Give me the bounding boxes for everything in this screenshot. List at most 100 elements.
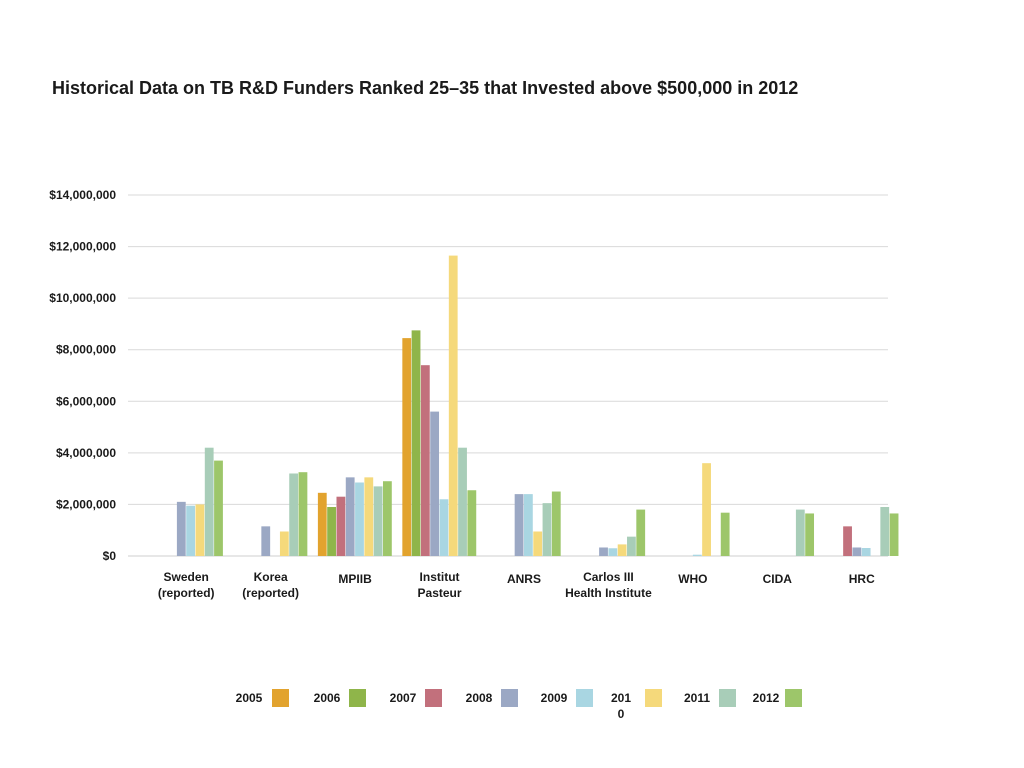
legend-label: 2011 [684,691,710,705]
bar [279,531,289,556]
x-category-label: Sweden (reported) [158,570,215,600]
bar [195,504,205,556]
bar [889,513,899,556]
x-category-label-line: CIDA [763,572,793,586]
legend-label: 2009 [541,691,568,705]
x-category-label-line: (reported) [242,586,299,600]
legend-label: 2006 [314,691,341,705]
x-category-label: WHO [678,572,707,586]
legend-label-line: 2012 [753,691,780,705]
legend-label: 2008 [466,691,493,705]
legend-label: 2005 [236,691,263,705]
x-category-label: HRC [849,572,875,586]
y-tick-label: $10,000,000 [49,291,116,305]
bar [458,447,467,556]
x-category-label-line: ANRS [507,572,541,586]
legend-swatch [349,689,366,707]
legend-swatch [576,689,593,707]
x-category-label-line: Sweden [164,570,209,584]
bar [411,330,421,556]
legend-label-line: 201 [611,691,631,705]
bar [186,505,195,556]
bar [542,503,552,556]
bar [176,501,186,556]
bar [345,477,355,556]
bar [636,509,646,556]
x-category-label-line: WHO [678,572,707,586]
legend-label: 2012 [753,691,780,705]
bar [364,477,374,556]
legend-swatch [425,689,442,707]
x-category-label-line: HRC [849,572,875,586]
x-category-label: MPIIB [338,572,372,586]
bar [599,547,608,556]
bar [298,472,308,556]
x-category-label-line: MPIIB [338,572,372,586]
legend-label-line: 0 [618,707,625,721]
legend-swatch [785,689,802,707]
bar [702,463,711,556]
chart-title: Historical Data on TB R&D Funders Ranked… [52,78,799,98]
bar [420,365,430,556]
bar [805,513,815,556]
legend-label-line: 2008 [466,691,493,705]
legend-swatch [501,689,518,707]
x-category-label-line: Korea [254,570,288,584]
legend-label-line: 2011 [684,691,710,705]
bar [627,536,636,556]
legend-label: 2007 [390,691,417,705]
bar [608,548,618,556]
y-tick-label: $8,000,000 [56,343,116,357]
bar [852,547,862,556]
x-category-label: ANRS [507,572,541,586]
y-tick-label: $14,000,000 [49,188,116,202]
y-tick-label: $6,000,000 [56,394,116,408]
legend-label-line: 2005 [236,691,263,705]
bar [317,492,327,556]
bar [355,482,364,556]
bar [402,338,412,556]
y-tick-label: $12,000,000 [49,240,116,254]
bar [289,473,299,556]
bar [795,509,805,556]
bar [617,544,627,556]
y-axis-ticks: $0 $2,000,000 $4,000,000 $6,000,000 $8,000,0… [49,188,116,563]
legend-label-line: 2009 [541,691,568,705]
x-axis-categories: Sweden (reported) Korea (reported) MPIIB Inst… [158,570,875,600]
bar [430,411,440,556]
x-category-label-line: Carlos III [583,570,634,584]
bar [843,526,852,556]
bar [523,494,533,556]
x-category-label: Institut Pasteur [418,570,462,600]
legend-label: 201 0 [611,691,631,721]
bar [382,481,392,556]
x-category-label-line: Institut [420,570,460,584]
x-category-label: Carlos III Health Institute [565,570,652,600]
bar [861,548,871,556]
y-tick-label: $4,000,000 [56,446,116,460]
legend-swatch [645,689,662,707]
legend-swatch [272,689,289,707]
x-category-label-line: Pasteur [418,586,462,600]
x-category-label: Korea (reported) [242,570,299,600]
bars [176,255,899,556]
gridlines [128,194,888,557]
legend-swatch [719,689,736,707]
x-category-label-line: Health Institute [565,586,652,600]
bar [261,526,271,556]
bar [214,460,223,556]
bar [373,486,383,556]
bar [533,531,543,556]
bar [551,491,561,556]
y-tick-label: $2,000,000 [56,497,116,511]
bar [439,499,449,556]
bar [327,507,336,556]
x-category-label: CIDA [763,572,793,586]
x-category-label-line: (reported) [158,586,215,600]
bar [467,490,477,556]
bar [880,507,890,556]
bar [692,554,702,556]
y-tick-label: $0 [103,549,117,563]
